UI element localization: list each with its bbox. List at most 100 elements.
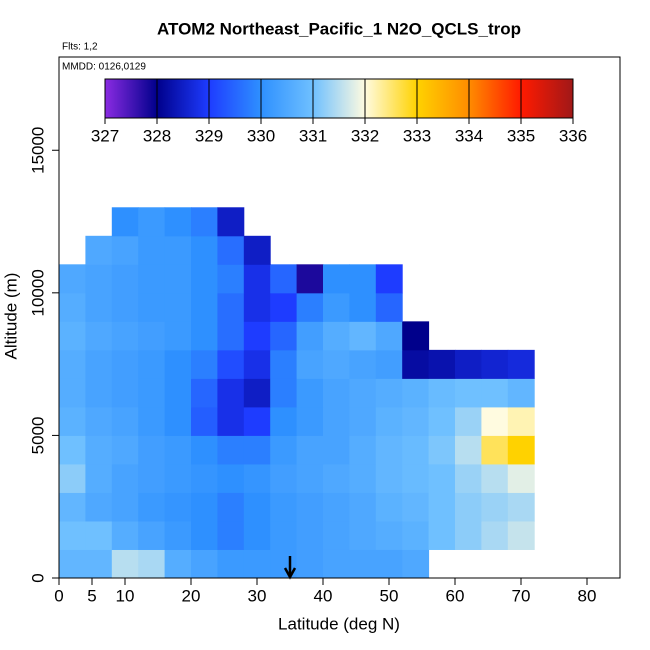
heatmap-cell bbox=[164, 492, 192, 522]
heatmap-cell bbox=[164, 264, 192, 294]
heatmap-cell bbox=[164, 549, 192, 579]
heatmap-cell bbox=[164, 435, 192, 465]
heatmap-cell bbox=[323, 378, 350, 408]
heatmap-cell bbox=[85, 549, 113, 579]
heatmap-cell bbox=[59, 378, 86, 408]
x-tick-label: 60 bbox=[446, 586, 465, 605]
heatmap-cell bbox=[349, 549, 377, 579]
heatmap-cell bbox=[111, 463, 139, 493]
heatmap-cell bbox=[85, 378, 113, 408]
heatmap-cell bbox=[323, 492, 350, 522]
heatmap-cell bbox=[428, 492, 456, 522]
heatmap-cell bbox=[138, 520, 166, 550]
heatmap-cell bbox=[138, 435, 166, 465]
heatmap-cell bbox=[243, 492, 271, 522]
heatmap-cell bbox=[323, 292, 350, 322]
heatmap-cell bbox=[111, 207, 139, 237]
heatmap-cell bbox=[59, 520, 86, 550]
heatmap-cell bbox=[375, 435, 403, 465]
heatmap-cell bbox=[296, 435, 324, 465]
heatmap-cell bbox=[85, 463, 113, 493]
heatmap-cell bbox=[191, 435, 218, 465]
heatmap-cell bbox=[270, 463, 298, 493]
heatmap-cell bbox=[455, 349, 482, 379]
heatmap-cell bbox=[191, 378, 218, 408]
marker-arrowhead bbox=[283, 567, 297, 580]
heatmap-cell bbox=[402, 435, 430, 465]
heatmap-cell bbox=[428, 435, 456, 465]
heatmap-cell bbox=[138, 235, 166, 265]
heatmap-cell bbox=[85, 520, 113, 550]
colorbar bbox=[104, 78, 574, 119]
y-axis-label: Altitude (m) bbox=[1, 273, 20, 360]
heatmap-cell bbox=[375, 378, 403, 408]
heatmap-cell bbox=[455, 435, 482, 465]
heatmap-cell bbox=[164, 378, 192, 408]
heatmap-cell bbox=[59, 264, 86, 294]
heatmap-cell bbox=[481, 378, 509, 408]
heatmap-cell bbox=[375, 406, 403, 436]
heatmap-cell bbox=[402, 406, 430, 436]
heatmap-cell bbox=[296, 549, 324, 579]
heatmap-cell bbox=[270, 435, 298, 465]
heatmap-cell bbox=[323, 520, 350, 550]
heatmap-cell bbox=[111, 549, 139, 579]
note: MMDD: 0126,0129 bbox=[62, 62, 146, 73]
heatmap-cell bbox=[270, 492, 298, 522]
heatmap-cell bbox=[375, 520, 403, 550]
heatmap-cell bbox=[138, 292, 166, 322]
heatmap-cell bbox=[217, 349, 245, 379]
heatmap-cell bbox=[111, 349, 139, 379]
heatmap-cell bbox=[296, 292, 324, 322]
heatmap-cell bbox=[243, 463, 271, 493]
colorbar-tick-label: 327 bbox=[91, 126, 119, 145]
heatmap-cell bbox=[111, 378, 139, 408]
heatmap-cell bbox=[243, 235, 271, 265]
heatmap-cell bbox=[402, 463, 430, 493]
heatmap-cell bbox=[323, 321, 350, 351]
heatmap-cell bbox=[138, 264, 166, 294]
heatmap-cell bbox=[428, 406, 456, 436]
heatmap-cell bbox=[507, 463, 535, 493]
heatmap-cell bbox=[481, 520, 509, 550]
heatmap-cell bbox=[349, 406, 377, 436]
x-tick-label: 10 bbox=[116, 586, 135, 605]
x-tick-label: 20 bbox=[182, 586, 201, 605]
heatmap-cell bbox=[59, 292, 86, 322]
heatmap-cell bbox=[402, 520, 430, 550]
y-tick-label: 10000 bbox=[28, 269, 47, 316]
x-tick-label: 0 bbox=[54, 586, 63, 605]
heatmap-cell bbox=[111, 235, 139, 265]
colorbar-tick-label: 336 bbox=[559, 126, 587, 145]
heatmap-cell bbox=[85, 292, 113, 322]
heatmap-cell bbox=[217, 435, 245, 465]
colorbar-tick-label: 335 bbox=[507, 126, 535, 145]
heatmap-cell bbox=[375, 292, 403, 322]
heatmap-cell bbox=[270, 292, 298, 322]
heatmap-cell bbox=[296, 406, 324, 436]
heatmap-cell bbox=[323, 463, 350, 493]
x-tick-label: 80 bbox=[578, 586, 597, 605]
heatmap-cell bbox=[323, 549, 350, 579]
heatmap-cell bbox=[59, 321, 86, 351]
heatmap-cell bbox=[455, 520, 482, 550]
heatmap-cell bbox=[59, 406, 86, 436]
heatmap-cell bbox=[455, 463, 482, 493]
heatmap-cell bbox=[138, 349, 166, 379]
heatmap-cell bbox=[481, 349, 509, 379]
heatmap-cell bbox=[217, 207, 245, 237]
heatmap-cell bbox=[296, 520, 324, 550]
heatmap-cell bbox=[349, 292, 377, 322]
heatmap-cell bbox=[191, 349, 218, 379]
colorbar-tick-label: 328 bbox=[143, 126, 171, 145]
heatmap-cell bbox=[349, 520, 377, 550]
heatmap-cell bbox=[428, 349, 456, 379]
heatmap-cell bbox=[217, 463, 245, 493]
heatmap-cell bbox=[323, 435, 350, 465]
heatmap-cell bbox=[164, 207, 192, 237]
heatmap-cell bbox=[138, 207, 166, 237]
heatmap-cell bbox=[138, 463, 166, 493]
heatmap-cell bbox=[428, 463, 456, 493]
heatmap-cell bbox=[270, 264, 298, 294]
heatmap-cell bbox=[243, 321, 271, 351]
